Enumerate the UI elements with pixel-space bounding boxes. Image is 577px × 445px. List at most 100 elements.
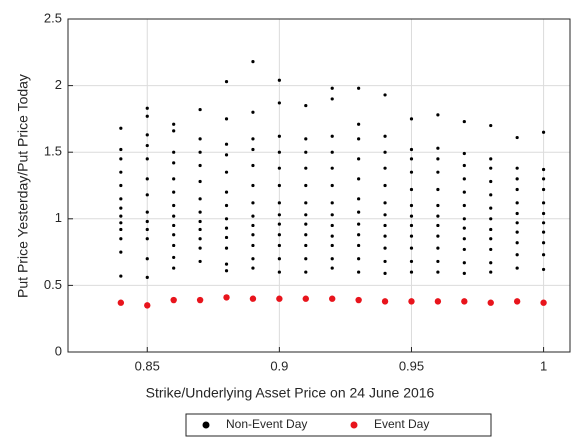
point: [409, 246, 414, 250]
point: [224, 203, 229, 208]
point: [357, 197, 361, 201]
point: [330, 213, 334, 217]
point: [224, 80, 229, 84]
point: [224, 217, 229, 221]
point: [462, 163, 466, 168]
legend-box: [185, 413, 492, 437]
point: [251, 201, 255, 205]
point: [251, 163, 255, 168]
point: [277, 222, 281, 226]
point: [436, 203, 440, 208]
point: [304, 103, 308, 108]
point: [541, 211, 546, 216]
point: [172, 233, 176, 237]
point: [172, 203, 176, 208]
point: [489, 237, 493, 241]
point: [145, 275, 149, 280]
point: [251, 60, 255, 64]
point: [383, 93, 387, 97]
point: [515, 201, 519, 205]
point: [409, 117, 414, 121]
point: [330, 243, 334, 248]
point: [172, 177, 176, 181]
point: [461, 298, 468, 305]
point: [251, 243, 255, 248]
point: [436, 234, 440, 238]
point: [489, 261, 493, 265]
point: [172, 122, 176, 126]
point: [145, 210, 149, 214]
point: [145, 219, 149, 224]
point: [489, 247, 493, 252]
point: [304, 183, 308, 188]
point: [330, 183, 334, 188]
point: [304, 213, 308, 217]
point: [198, 219, 202, 224]
point: [224, 153, 229, 157]
point: [515, 135, 519, 140]
point: [462, 237, 466, 241]
point: [198, 227, 202, 232]
point: [224, 246, 229, 250]
point: [381, 298, 389, 305]
x-tick-label: 0.95: [399, 358, 424, 373]
x-tick-label: 1: [540, 358, 547, 373]
point: [462, 119, 466, 124]
point: [145, 227, 149, 232]
point: [304, 137, 308, 141]
point: [170, 296, 177, 304]
point: [119, 197, 123, 201]
point: [487, 299, 494, 306]
plot-frame: [67, 18, 571, 353]
point: [224, 269, 229, 273]
point: [489, 217, 493, 221]
point: [409, 157, 414, 161]
point: [383, 150, 387, 154]
legend-marker: [202, 421, 210, 429]
point: [277, 213, 281, 217]
point: [277, 243, 281, 248]
point: [304, 150, 308, 154]
point: [409, 270, 414, 274]
point: [145, 133, 149, 137]
point: [462, 217, 466, 221]
point: [357, 233, 361, 237]
point: [119, 147, 123, 152]
point: [304, 201, 308, 205]
point: [196, 296, 204, 304]
point: [249, 295, 257, 302]
legend-label: Non-Event Day: [226, 417, 307, 431]
point: [119, 170, 123, 174]
y-tick-label: 2: [55, 77, 62, 92]
point: [513, 298, 521, 305]
point: [541, 187, 546, 192]
point: [172, 190, 176, 194]
point: [489, 227, 493, 232]
y-axis-label: Put Price Yesterday/Put Price Today: [15, 74, 31, 298]
point: [145, 193, 149, 197]
point: [489, 166, 493, 170]
legend-marker: [350, 421, 358, 429]
point: [462, 271, 466, 276]
y-tick-label: 0.5: [44, 277, 62, 292]
point: [330, 266, 334, 270]
point: [198, 197, 202, 201]
point: [145, 143, 149, 148]
point: [383, 271, 387, 276]
point: [462, 190, 466, 194]
point: [277, 101, 281, 105]
point: [119, 250, 123, 254]
point: [489, 270, 493, 274]
point: [383, 213, 387, 217]
point: [330, 150, 334, 154]
point: [357, 86, 361, 90]
point: [409, 147, 414, 152]
point: [224, 262, 229, 266]
point: [277, 78, 281, 82]
point: [145, 257, 149, 261]
point: [515, 230, 519, 234]
point: [436, 170, 440, 174]
point: [304, 243, 308, 248]
point: [515, 266, 519, 270]
